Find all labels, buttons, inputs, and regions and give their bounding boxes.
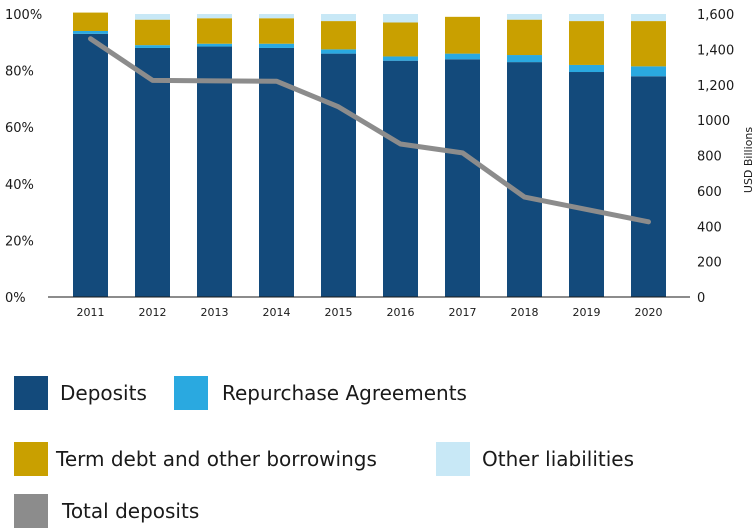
bar-repurchase-agreements-2020 [631,66,666,77]
bar-other-liabilities-2020 [631,14,666,22]
bar-deposits-2013 [197,46,232,297]
x-tick-label-2016: 2016 [387,306,415,319]
legend-item-total-deposits: Total deposits [14,494,199,528]
bar-repurchase-agreements-2016 [383,56,418,61]
bar-deposits-2014 [259,47,294,298]
bar-term-debt-and-other-borrowings-2013 [197,18,232,44]
legend-swatch-deposits [14,376,48,410]
y-left-tick-100pct: 100% [5,8,42,23]
bar-other-liabilities-2014 [259,14,294,19]
bar-repurchase-agreements-2014 [259,43,294,48]
bar-deposits-2011 [73,33,108,298]
bar-term-debt-and-other-borrowings-2012 [135,19,170,46]
y-right-tick-600: 600 [697,185,722,200]
bar-repurchase-agreements-2012 [135,45,170,48]
bar-term-debt-and-other-borrowings-2020 [631,21,666,67]
bar-repurchase-agreements-2015 [321,49,356,54]
bar-deposits-2018 [507,62,542,297]
y-right-tick-1400: 1,400 [697,43,734,58]
y-right-tick-1600: 1,600 [697,8,734,23]
bar-other-liabilities-2018 [507,14,542,20]
bar-deposits-2015 [321,53,356,298]
legend-item-deposits: Deposits [14,376,147,410]
bar-term-debt-and-other-borrowings-2018 [507,19,542,56]
bar-term-debt-and-other-borrowings-2015 [321,21,356,50]
bar-deposits-2017 [445,59,480,297]
y-left-tick-60pct: 60% [5,121,34,136]
y-left-tick-20pct: 20% [5,234,34,249]
line-layer [88,36,651,225]
y-left-tick-0pct: 0% [5,291,26,306]
bar-term-debt-and-other-borrowings-2016 [383,22,418,57]
legend-swatch-repurchase [174,376,208,410]
bar-repurchase-agreements-2017 [445,53,480,60]
y-right-tick-800: 800 [697,150,722,165]
bar-deposits-2020 [631,76,666,297]
legend-label-other-liabilities: Other liabilities [482,447,635,471]
legend-label-deposits: Deposits [60,381,147,405]
bar-other-liabilities-2013 [197,14,232,19]
x-tick-label-2014: 2014 [263,306,291,319]
bar-other-liabilities-2019 [569,14,604,22]
bar-other-liabilities-2012 [135,14,170,20]
x-tick-label-2013: 2013 [201,306,229,319]
y-left-tick-80pct: 80% [5,65,34,80]
x-tick-label-2018: 2018 [511,306,539,319]
chart: 2011 2012 2013 2014 2015 2016 2017 2018 2019 2020… [5,8,755,319]
bar-term-debt-and-other-borrowings-2017 [445,16,480,54]
bar-repurchase-agreements-2019 [569,64,604,73]
x-tick-label-2015: 2015 [325,306,353,319]
legend-item-repurchase: Repurchase Agreements [174,376,467,410]
legend-swatch-total-deposits [14,494,48,528]
y-right-axis-label: USD Billions [742,127,755,193]
bars-layer [73,12,666,298]
legend-swatch-other-liabilities [436,442,470,476]
x-tick-label-2019: 2019 [573,306,601,319]
x-tick-label-2017: 2017 [449,306,477,319]
bar-repurchase-agreements-2011 [73,30,108,34]
x-tick-label-2020: 2020 [635,306,663,319]
legend: Deposits Repurchase Agreements Term debt… [14,376,744,528]
legend-label-term-debt: Term debt and other borrowings [56,447,377,471]
bar-term-debt-and-other-borrowings-2014 [259,18,294,44]
y-right-tick-200: 200 [697,256,722,271]
bar-term-debt-and-other-borrowings-2011 [73,12,108,31]
x-tick-label-2012: 2012 [139,306,167,319]
bar-deposits-2019 [569,72,604,297]
legend-label-repurchase: Repurchase Agreements [222,381,467,405]
legend-label-total-deposits: Total deposits [62,499,200,523]
bar-other-liabilities-2015 [321,14,356,22]
line-total-deposits [88,36,651,225]
legend-item-term-debt: Term debt and other borrowings [14,442,377,476]
bar-deposits-2016 [383,60,418,297]
bar-repurchase-agreements-2018 [507,55,542,63]
y-right-tick-400: 400 [697,220,722,235]
legend-item-other-liabilities: Other liabilities [436,442,634,476]
y-right-tick-1000: 1000 [697,114,730,129]
bar-other-liabilities-2016 [383,14,418,23]
x-tick-label-2011: 2011 [77,306,105,319]
bar-repurchase-agreements-2013 [197,43,232,47]
y-right-tick-1200: 1,200 [697,79,734,94]
y-left-tick-40pct: 40% [5,178,34,193]
axes-layer: 2011 2012 2013 2014 2015 2016 2017 2018 2019 2020… [5,8,755,319]
y-right-tick-0: 0 [697,291,705,306]
bar-deposits-2012 [135,47,170,298]
legend-swatch-term-debt [14,442,48,476]
bar-term-debt-and-other-borrowings-2019 [569,21,604,65]
